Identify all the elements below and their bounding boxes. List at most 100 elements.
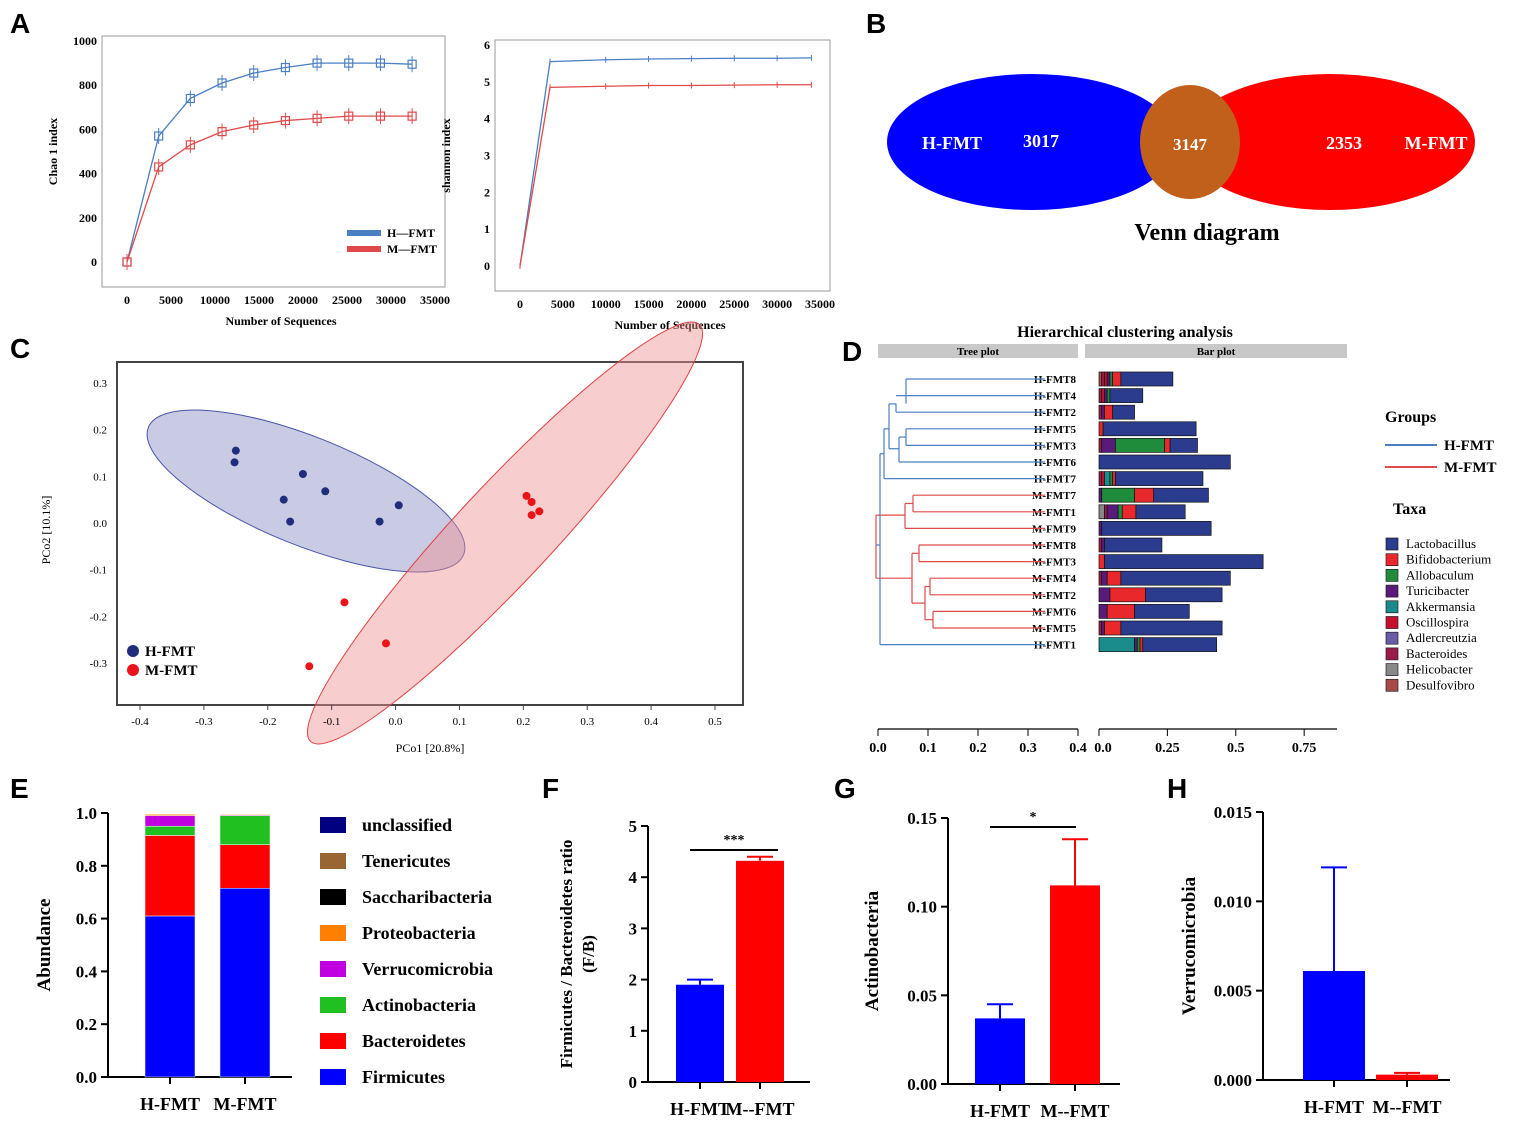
legend-swatch	[320, 1069, 346, 1085]
y-tick-label: 0.0	[76, 1068, 97, 1087]
y-tick-label: -0.3	[90, 658, 108, 670]
y-tick-label: 0.00	[907, 1075, 937, 1094]
y-tick-label: 3	[629, 919, 638, 938]
sample-label: M-FMT5	[1032, 623, 1076, 635]
stacked-bar-segment	[1120, 570, 1231, 586]
data-point	[231, 446, 240, 455]
taxa-legend-label: Desulfovibro	[1406, 677, 1475, 692]
legend-label: Saccharibacteria	[362, 887, 492, 907]
panel-letter-b: B	[866, 8, 887, 39]
legend-label: Proteobacteria	[362, 923, 476, 943]
data-point	[230, 458, 239, 467]
y-tick-label: 5	[629, 817, 638, 836]
stacked-bar-segment	[1106, 388, 1111, 403]
stacked-bar-segment	[1106, 604, 1135, 619]
taxa-legend-title: Taxa	[1393, 501, 1426, 518]
stacked-bar-segment	[144, 814, 196, 816]
stacked-bar-segment	[1109, 388, 1144, 403]
taxa-legend-swatch	[1385, 647, 1399, 661]
taxa-legend-label: Adlercreutzia	[1406, 630, 1477, 645]
shannon-chart: 0 5000 10000 15000 20000 25000 30000 35000 0 1 2 3 4…	[439, 38, 835, 332]
stacked-bar-segment	[219, 844, 271, 889]
y-tick-label: 600	[79, 122, 97, 136]
y-axis-label: Verrucomicrobia	[1179, 876, 1200, 1015]
stacked-bar-segment	[1098, 504, 1105, 520]
legend-label: unclassified	[362, 815, 452, 835]
panel-letter-h: H	[1167, 773, 1188, 804]
x-tick-label: 0.4	[644, 716, 658, 728]
taxa-legend-swatch	[1385, 537, 1399, 551]
stacked-bar-segment	[1135, 504, 1186, 520]
stacked-bar-segment	[1098, 404, 1103, 420]
legend-label: Firmicutes	[362, 1067, 445, 1087]
stacked-bar-segment	[1120, 620, 1223, 636]
panel-letter-a: A	[10, 8, 31, 39]
stacked-bar-segment	[1098, 388, 1103, 403]
taxa-legend-label: Lactobacillus	[1406, 536, 1476, 551]
hfmt-confidence-ellipse	[146, 409, 466, 573]
stacked-bar-segment	[1104, 554, 1264, 569]
bar	[975, 1018, 1025, 1084]
x-tick-label: H-FMT	[970, 1101, 1030, 1121]
y-tick-label: 6	[484, 38, 490, 52]
stacked-bar-segment	[1101, 537, 1105, 553]
data-point	[527, 511, 536, 520]
x-tick-label: -0.4	[131, 716, 149, 728]
clustering-chart: Hierarchical clustering analysis Tree plo…	[869, 324, 1496, 756]
taxa-legend-label: Turicibacter	[1406, 583, 1470, 598]
sample-label: M-FMT4	[1032, 573, 1076, 585]
legend-swatch	[347, 230, 381, 236]
significance-label: ***	[724, 833, 745, 848]
tree-header-label: Tree plot	[957, 346, 999, 358]
stacked-bar-segment	[1139, 637, 1144, 652]
x-tick-label: 35000	[805, 297, 835, 311]
y-tick-label: 2	[484, 185, 490, 199]
sample-label: H-FMT6	[1034, 457, 1077, 469]
stacked-bar-segment	[1109, 471, 1114, 486]
mfmt-confidence-ellipse	[306, 321, 704, 745]
stacked-bar-segment	[1101, 388, 1105, 403]
venn-overlap-circle	[1140, 85, 1240, 199]
taxa-legend-swatch	[1385, 600, 1399, 614]
stacked-bar-segment	[1104, 504, 1108, 520]
bar-x-tick-label: 0.5	[1227, 741, 1245, 756]
data-point	[394, 501, 403, 510]
series-line	[126, 62, 413, 263]
legend-label: M—FMT	[387, 242, 437, 256]
sample-label: H-FMT8	[1034, 374, 1077, 386]
y-tick-label: 0.0	[93, 518, 107, 530]
y-tick-label: 0	[484, 259, 490, 273]
x-tick-label: H-FMT	[670, 1099, 730, 1119]
y-axis-label: Chao 1 index	[46, 118, 60, 185]
sample-label: M-FMT2	[1032, 590, 1076, 602]
panel-letter-g: G	[834, 773, 856, 804]
stacked-bar-segment	[1112, 404, 1135, 420]
stacked-bar-segment	[1109, 371, 1114, 387]
data-point	[522, 491, 531, 500]
plot-frame	[101, 35, 446, 288]
legend-swatch	[347, 246, 381, 252]
sample-label: M-FMT6	[1032, 606, 1076, 618]
data-point	[340, 598, 349, 607]
tree-x-tick-label: 0.4	[1069, 741, 1087, 756]
sample-label: H-FMT1	[1034, 640, 1076, 652]
verrucomicrobia-chart: 0.000 0.005 0.010 0.015 Verrucomicrobia H-FMT…	[1179, 803, 1450, 1117]
taxa-legend-swatch	[1385, 569, 1399, 582]
pcoa-chart: -0.4 -0.3 -0.2 -0.1 0.0 0.1 0.2 0.3 0.4 0.5 0.3 0.2…	[39, 321, 744, 755]
data-point	[535, 507, 544, 516]
data-point	[298, 470, 307, 478]
sample-label: H-FMT7	[1034, 474, 1077, 486]
stacked-bar-segment	[1098, 554, 1105, 569]
data-point	[286, 517, 295, 526]
stacked-bar-segment	[219, 813, 271, 816]
taxa-legend-label: Allobaculum	[1406, 567, 1474, 582]
x-tick-label: 5000	[551, 297, 575, 311]
y-tick-label: 0.15	[907, 809, 937, 828]
y-tick-label: 2	[629, 971, 638, 990]
y-tick-label: 0.000	[1214, 1071, 1252, 1090]
stacked-bar-segment	[1101, 487, 1135, 503]
stacked-bar-segment	[1164, 438, 1171, 453]
legend-swatch	[320, 889, 346, 905]
stacked-bar-segment	[219, 815, 271, 845]
y-tick-label: 3	[484, 149, 490, 163]
